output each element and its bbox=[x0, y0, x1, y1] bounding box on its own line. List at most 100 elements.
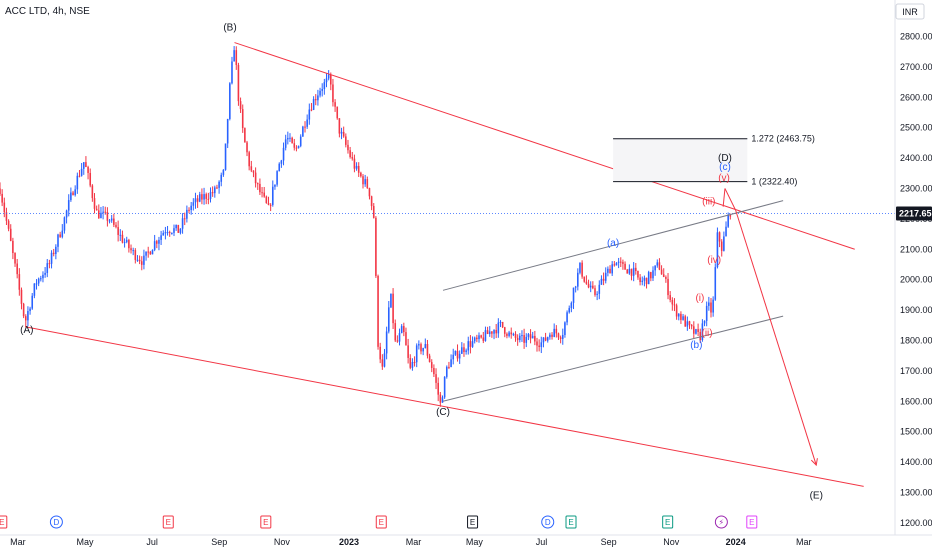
candle-body bbox=[237, 64, 240, 102]
price-axis[interactable]: 1200.00 1300.00 1400.00 1500.00 1600.00 1700.… bbox=[894, 0, 932, 550]
candle-body bbox=[534, 335, 536, 342]
candle-body bbox=[566, 312, 568, 323]
candle-body bbox=[241, 109, 244, 129]
candle-body bbox=[106, 211, 109, 221]
candle-body bbox=[338, 118, 341, 134]
candle-body bbox=[680, 313, 682, 320]
candle-body bbox=[583, 276, 586, 282]
candle-body bbox=[527, 334, 530, 337]
projection-line[interactable] bbox=[724, 188, 737, 211]
price-axis-bg bbox=[895, 0, 932, 550]
event-marker[interactable]: ⚡ bbox=[714, 515, 728, 529]
candle-body bbox=[179, 228, 182, 233]
wave-label: (D) bbox=[718, 153, 732, 164]
candle-body bbox=[615, 262, 618, 266]
candle-body bbox=[302, 126, 304, 137]
candle-body bbox=[488, 331, 491, 335]
candle-body bbox=[239, 101, 242, 110]
chart-title: ACC LTD, 4h, NSE bbox=[5, 6, 90, 17]
fib-label: 1.272 (2463.75) bbox=[751, 134, 815, 144]
candle-body bbox=[327, 74, 330, 79]
candle-body bbox=[149, 251, 152, 255]
candle-body bbox=[52, 252, 55, 255]
candle-body bbox=[718, 232, 721, 242]
candle-body bbox=[551, 334, 553, 337]
candle-body bbox=[366, 179, 369, 189]
time-tick-label: Nov bbox=[274, 537, 291, 547]
price-tick-label: 2100.00 bbox=[900, 244, 932, 254]
candle-body bbox=[263, 192, 266, 197]
event-marker[interactable]: E bbox=[565, 515, 577, 529]
event-marker[interactable]: E bbox=[162, 515, 174, 529]
candle-body bbox=[398, 333, 401, 342]
candle-body bbox=[246, 142, 248, 153]
candle-body bbox=[643, 277, 646, 281]
candle-body bbox=[203, 194, 205, 200]
candle-body bbox=[654, 265, 656, 271]
price-tick-label: 2700.00 bbox=[900, 62, 932, 72]
candle-body bbox=[613, 264, 616, 266]
candle-body bbox=[379, 346, 381, 360]
candle-body bbox=[555, 328, 558, 334]
candle-body bbox=[364, 179, 366, 185]
event-marker-shape bbox=[162, 515, 174, 529]
time-tick-label: May bbox=[77, 537, 95, 547]
candle-body bbox=[516, 337, 519, 341]
event-marker-label: E bbox=[263, 518, 268, 527]
projection-line[interactable] bbox=[735, 210, 817, 466]
candle-body bbox=[390, 293, 392, 308]
candle-body bbox=[5, 212, 8, 221]
candle-body bbox=[725, 226, 727, 237]
trendline[interactable] bbox=[234, 42, 855, 250]
event-marker[interactable]: E bbox=[375, 515, 387, 529]
event-marker[interactable]: D bbox=[49, 515, 63, 529]
candle-body bbox=[544, 337, 547, 341]
trendline[interactable] bbox=[442, 200, 784, 291]
candle-body bbox=[205, 194, 208, 199]
currency-badge[interactable]: INR bbox=[895, 3, 925, 20]
candle-body bbox=[637, 271, 639, 278]
candle-body bbox=[323, 82, 326, 90]
event-marker[interactable]: E bbox=[467, 515, 479, 529]
candle-body bbox=[482, 337, 485, 341]
trendline[interactable] bbox=[24, 326, 864, 487]
time-axis[interactable]: Mar May Jul Sep Nov 2023 Mar May Jul Sep Nov 2024 Ma… bbox=[0, 534, 932, 550]
candle-body bbox=[306, 119, 308, 127]
event-marker[interactable]: E bbox=[746, 515, 758, 529]
candle-body bbox=[188, 209, 190, 211]
candle-body bbox=[559, 337, 562, 339]
candle-body bbox=[708, 302, 710, 306]
candle-body bbox=[542, 337, 545, 343]
candle-body bbox=[278, 163, 281, 172]
candle-body bbox=[153, 241, 156, 250]
candle-body bbox=[383, 353, 386, 367]
currency-label: INR bbox=[902, 7, 918, 17]
candle-body bbox=[381, 359, 384, 367]
candle-body bbox=[392, 293, 394, 324]
candle-body bbox=[121, 234, 124, 243]
event-marker-shape bbox=[746, 515, 758, 529]
candle-body bbox=[723, 236, 725, 251]
price-tick-label: 1700.00 bbox=[900, 366, 932, 376]
projection-line[interactable] bbox=[722, 188, 726, 207]
candle-body bbox=[164, 232, 167, 234]
candle-body bbox=[224, 143, 227, 170]
candle-body bbox=[360, 172, 362, 177]
candle-body bbox=[162, 233, 165, 236]
candle-body bbox=[714, 267, 717, 300]
event-marker[interactable]: E bbox=[0, 515, 8, 529]
event-marker[interactable]: D bbox=[541, 515, 555, 529]
candle-body bbox=[265, 196, 268, 203]
candle-body bbox=[508, 332, 510, 336]
event-marker-label: D bbox=[53, 518, 59, 527]
trendline[interactable] bbox=[442, 315, 784, 402]
candle-body bbox=[632, 267, 635, 276]
event-marker[interactable]: E bbox=[260, 515, 272, 529]
candle-body bbox=[91, 185, 94, 199]
candle-body bbox=[140, 261, 143, 265]
event-marker[interactable]: E bbox=[662, 515, 674, 529]
fib-label: 1 (2322.40) bbox=[751, 177, 797, 187]
candle-body bbox=[396, 340, 399, 342]
event-markers: E D E E E E D E E ⚡ E bbox=[0, 515, 758, 529]
